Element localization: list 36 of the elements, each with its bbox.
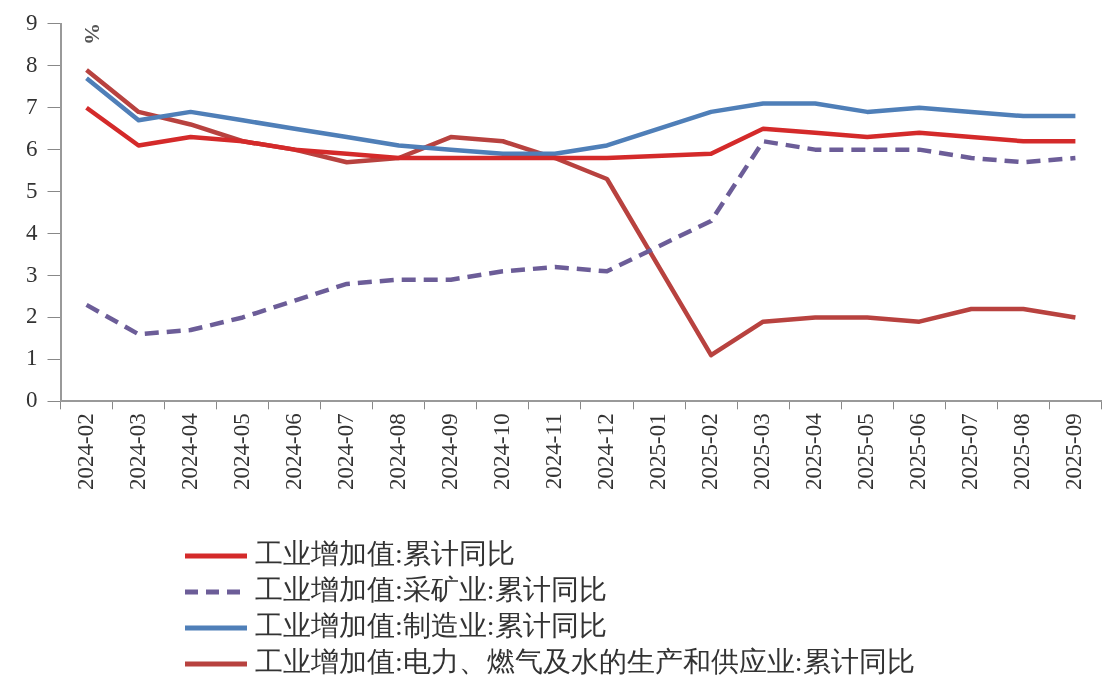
x-tick-label: 2024-04 <box>176 412 202 491</box>
x-tick-label: 2024-02 <box>72 413 98 491</box>
line-series <box>84 139 1078 337</box>
y-tick-label: 7 <box>26 93 38 119</box>
y-tick-label: 9 <box>26 9 38 35</box>
legend-label: 工业增加值:电力、燃气及水的生产和供应业:累计同比 <box>255 646 915 678</box>
y-tick-label: 2 <box>26 303 38 329</box>
y-tick-label: 0 <box>26 387 38 413</box>
x-tick-label: 2024-09 <box>436 413 462 491</box>
y-axis-title: % <box>79 22 105 45</box>
x-tick-label: 2025-07 <box>957 413 983 491</box>
y-tick-label: 6 <box>26 135 38 161</box>
x-tick-label: 2024-08 <box>384 413 410 491</box>
x-tick-label: 2024-12 <box>593 413 619 491</box>
y-tick-label: 8 <box>26 51 38 77</box>
x-tick-label: 2025-06 <box>905 413 931 491</box>
legend-label: 工业增加值:采矿业:累计同比 <box>255 574 607 606</box>
y-tick-label: 5 <box>26 177 38 203</box>
x-tick-label: 2025-03 <box>749 413 775 491</box>
x-tick-label: 2025-05 <box>853 413 879 491</box>
x-tick-label: 2024-07 <box>332 413 358 491</box>
x-tick-label: 2025-09 <box>1061 413 1087 491</box>
x-tick-label: 2025-04 <box>801 412 827 491</box>
x-tick-label: 2025-08 <box>1009 413 1035 491</box>
legend-label: 工业增加值:累计同比 <box>255 538 515 570</box>
x-tick-label: 2024-10 <box>488 413 514 491</box>
y-tick-label: 1 <box>26 345 38 371</box>
x-tick-label: 2025-01 <box>645 413 671 491</box>
x-tick-label: 2024-11 <box>540 413 566 490</box>
y-tick-label: 4 <box>26 219 38 245</box>
x-tick-label: 2024-06 <box>280 413 306 491</box>
x-tick-label: 2024-03 <box>124 413 150 491</box>
y-tick-label: 3 <box>26 261 38 287</box>
x-tick-label: 2024-05 <box>228 413 254 491</box>
legend-label: 工业增加值:制造业:累计同比 <box>255 610 607 642</box>
x-tick-label: 2025-02 <box>697 413 723 491</box>
